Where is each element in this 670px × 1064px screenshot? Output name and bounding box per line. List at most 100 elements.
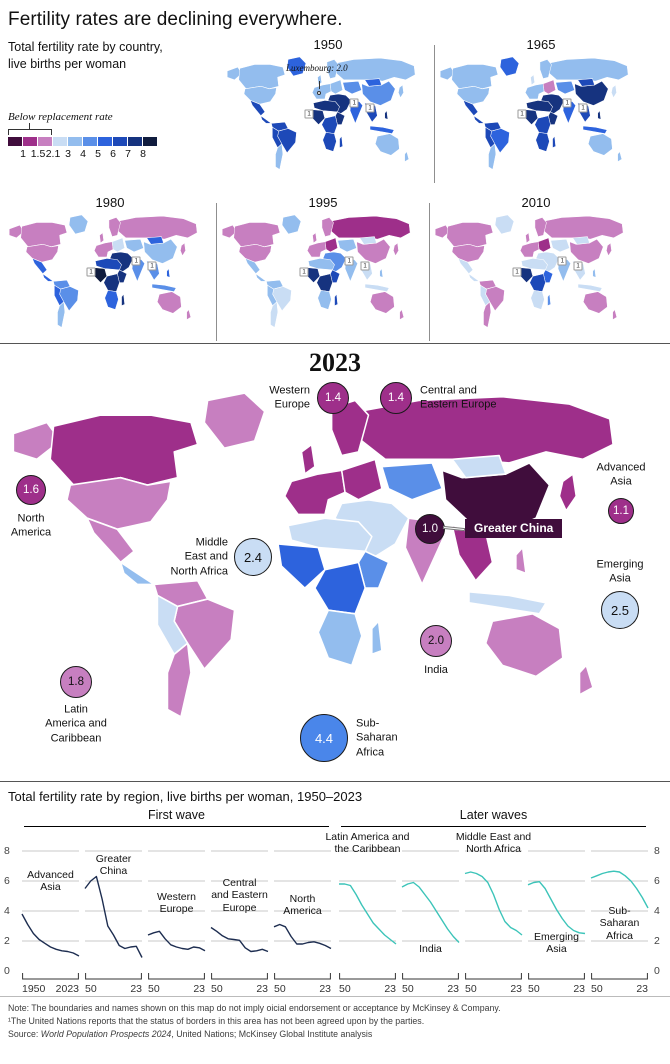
chart-subtitle: Total fertility rate by country, live bi… <box>8 39 212 73</box>
x-tick: 50 <box>148 983 160 995</box>
legend-tick: 3 <box>65 147 71 160</box>
y-tick: 8 <box>654 845 660 857</box>
x-axis-labels: 50 23 <box>148 983 205 995</box>
y-tick: 4 <box>654 905 660 917</box>
region-label-sub-saharan-africa: Sub- Saharan Africa <box>356 717 398 759</box>
footnote-divider <box>0 996 670 997</box>
world-map <box>0 382 670 750</box>
chart-region-label: North America <box>283 893 322 918</box>
page-title: Fertility rates are declining everywhere… <box>8 9 343 30</box>
mini-map-year-label: 2010 <box>521 195 551 210</box>
chart-region-label: Middle East and North Africa <box>455 831 532 856</box>
region-badge-north-america: 1.6 <box>16 475 46 505</box>
chart-region-label: Emerging Asia <box>534 931 579 956</box>
mini-map-year-label: 1950 <box>313 37 343 52</box>
legend-bar <box>8 122 158 146</box>
chart-info-panel: Total fertility rate by country, live bi… <box>4 33 222 191</box>
x-axis-labels: 50 23 <box>402 983 459 995</box>
region-trends-section: Total fertility rate by region, live bir… <box>0 782 670 996</box>
border-footnote-marker: 1 <box>517 109 527 119</box>
border-footnote-marker: 1 <box>147 261 157 271</box>
region-badge-advanced-asia: 1.1 <box>608 498 634 524</box>
region-label-india: India <box>424 663 448 676</box>
x-tick: 23 <box>636 983 648 995</box>
wave-groups: First wave Advanced Asia 1950 2023 Greater Chi… <box>18 808 652 999</box>
charts-row: Advanced Asia 1950 2023 Greater China 50 23 West… <box>21 831 332 999</box>
mini-map-1995: 1995 1 1 1 <box>217 191 429 339</box>
section-divider-top <box>0 343 670 344</box>
chart-region-label: Sub- Saharan Africa <box>599 905 640 942</box>
region-label-advanced-asia: Advanced Asia <box>596 461 646 488</box>
x-tick: 23 <box>130 983 142 995</box>
legend-swatch <box>83 136 97 146</box>
y-tick: 8 <box>4 845 10 857</box>
x-tick: 50 <box>528 983 540 995</box>
chart-region-label: Advanced Asia <box>27 869 74 894</box>
border-footnote-marker: 1 <box>349 98 359 108</box>
border-footnote-marker: 1 <box>573 261 583 271</box>
charts-row: Latin America and the Caribbean 50 23 India 5… <box>325 831 649 999</box>
chart-region-label: Greater China <box>95 853 132 878</box>
x-tick: 50 <box>591 983 603 995</box>
x-axis-labels: 50 23 <box>274 983 331 995</box>
chart-advanced-asia: Advanced Asia 1950 2023 <box>21 831 80 999</box>
source-title: World Population Prospects 2024 <box>40 1029 172 1040</box>
legend-tick: 5 <box>95 147 101 160</box>
chart-sub-saharan-africa: Sub- Saharan Africa 50 23 <box>590 831 649 999</box>
mini-map-year-label: 1995 <box>308 195 338 210</box>
region-badge-western-europe: 1.4 <box>317 382 349 414</box>
y-tick: 0 <box>654 965 660 977</box>
x-axis-labels: 50 23 <box>591 983 648 995</box>
region-label-middle-east-north-africa: Middle East and North Africa <box>170 536 228 578</box>
region-badge-central-eastern-europe: 1.4 <box>380 382 412 414</box>
border-footnote-marker: 1 <box>512 267 522 277</box>
x-tick: 50 <box>211 983 223 995</box>
legend-swatch <box>98 136 112 146</box>
map-divider <box>216 203 217 341</box>
legend-swatch <box>143 136 157 146</box>
region-badge-emerging-asia: 2.5 <box>601 591 639 629</box>
x-tick: 50 <box>85 983 97 995</box>
chart-region-label: India <box>419 943 442 955</box>
region-badge-india: 2.0 <box>420 625 452 657</box>
x-axis-labels: 50 23 <box>339 983 396 995</box>
trend-chart <box>527 850 586 980</box>
border-footnote-marker: 1 <box>578 103 588 113</box>
footnotes: Note: The boundaries and names shown on … <box>0 997 670 1047</box>
below-replacement-bracket <box>8 128 52 135</box>
region-badge-middle-east-north-africa: 2.4 <box>234 538 272 576</box>
trend-chart <box>339 850 397 980</box>
x-tick: 23 <box>447 983 459 995</box>
maps-row-1: Total fertility rate by country, live bi… <box>0 33 670 191</box>
world-map <box>5 211 215 339</box>
map-divider <box>429 203 430 341</box>
trend-chart <box>210 850 269 980</box>
y-tick: 6 <box>4 875 10 887</box>
mini-map-year-label: 1965 <box>526 37 556 52</box>
border-footnote-marker: 1 <box>86 267 96 277</box>
mini-map-2010: 2010 1 1 1 <box>430 191 642 339</box>
mini-map-1950: 1950 1 1 1 Luxembourg: 2.0 <box>222 33 434 191</box>
annotation-line <box>318 81 320 90</box>
x-tick: 1950 <box>22 983 46 995</box>
x-tick: 50 <box>339 983 351 995</box>
section-divider-bottom <box>0 781 670 782</box>
x-tick: 23 <box>510 983 522 995</box>
footnote-1: ¹The United Nations reports that the sta… <box>8 1016 425 1027</box>
x-axis-labels: 50 23 <box>85 983 142 995</box>
x-tick: 50 <box>274 983 286 995</box>
region-label-central-eastern-europe: Central and Eastern Europe <box>420 384 497 411</box>
x-tick: 23 <box>193 983 205 995</box>
border-footnote-marker: 1 <box>562 98 572 108</box>
region-label-emerging-asia: Emerging Asia <box>596 558 644 585</box>
trend-chart <box>21 850 80 980</box>
region-badge-sub-saharan-africa: 4.4 <box>300 714 348 762</box>
legend-tick: 1 <box>20 147 26 160</box>
chart-emerging-asia: Emerging Asia 50 23 <box>527 831 586 999</box>
legend-tick: 7 <box>125 147 131 160</box>
world-map <box>218 211 428 339</box>
subtitle-line2: live births per woman <box>8 56 127 71</box>
legend-note: Below replacement rate <box>8 110 113 123</box>
legend-swatch <box>38 136 52 146</box>
